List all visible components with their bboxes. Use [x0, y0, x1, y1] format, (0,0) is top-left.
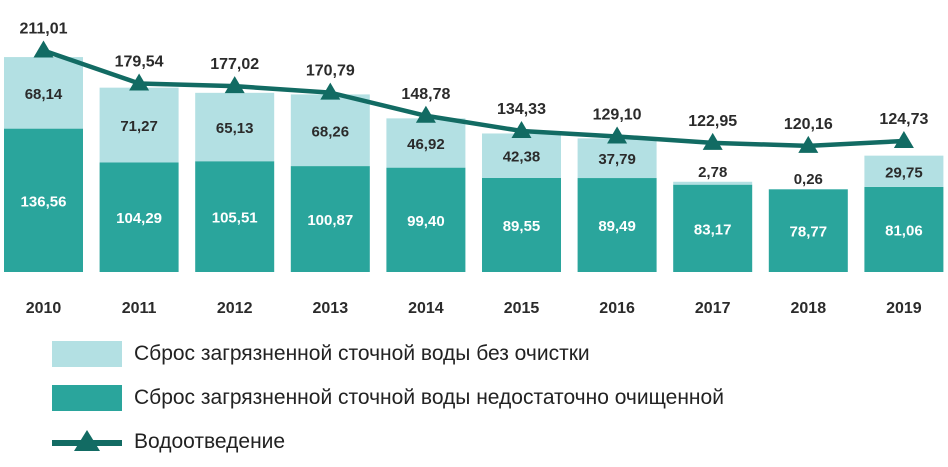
- total-point-2018: [798, 135, 819, 153]
- label-insufficient-2016: 89,49: [598, 218, 636, 235]
- bar-untreated-2016: [577, 138, 657, 179]
- bar-insufficient-2017: [673, 184, 753, 272]
- label-insufficient-2019: 81,06: [885, 222, 923, 239]
- x-tick-2010: 2010: [26, 300, 62, 317]
- legend-item-total: Водоотведение: [52, 420, 724, 464]
- bar-insufficient-2013: [290, 166, 370, 272]
- label-total-2010: 211,01: [19, 20, 67, 37]
- x-tick-2016: 2016: [599, 300, 635, 317]
- total-point-2010: [33, 40, 54, 58]
- label-insufficient-2012: 105,51: [212, 210, 258, 227]
- stacked-bar-line-chart: 136,56 68,14 2010 104,29 71,27 2011 105,51 65,1…: [4, 20, 944, 317]
- total-point-2017: [702, 132, 723, 150]
- label-total-2012: 177,02: [210, 56, 259, 73]
- x-tick-2013: 2013: [313, 300, 349, 317]
- bar-insufficient-2015: [482, 177, 561, 272]
- label-untreated-2013: 68,26: [312, 123, 350, 140]
- label-untreated-2018: 0,26: [794, 171, 823, 188]
- legend: Сброс загрязненной сточной воды без очис…: [52, 332, 724, 464]
- label-untreated-2010: 68,14: [25, 86, 63, 103]
- label-insufficient-2013: 100,87: [307, 212, 353, 229]
- label-untreated-2019: 29,75: [885, 164, 923, 181]
- label-untreated-2017: 2,78: [698, 164, 727, 181]
- x-tick-2017: 2017: [695, 300, 731, 317]
- x-tick-2011: 2011: [122, 300, 157, 317]
- label-total-2015: 134,33: [497, 101, 546, 118]
- label-insufficient-2014: 99,40: [407, 213, 445, 230]
- bar-insufficient-2014: [386, 167, 466, 272]
- bar-insufficient-2012: [195, 161, 275, 272]
- total-point-2019: [893, 131, 914, 149]
- bar-insufficient-2011: [99, 162, 179, 272]
- x-tick-2012: 2012: [217, 300, 253, 317]
- total-point-2015: [511, 120, 532, 138]
- legend-label-untreated: Сброс загрязненной сточной воды без очис…: [134, 342, 590, 365]
- legend-swatch-insufficient: [52, 385, 122, 411]
- label-total-2013: 170,79: [306, 63, 355, 80]
- label-untreated-2011: 71,27: [120, 118, 158, 135]
- label-insufficient-2018: 78,77: [790, 224, 828, 241]
- bar-insufficient-2016: [577, 178, 657, 272]
- total-point-2016: [607, 126, 628, 144]
- bar-untreated-2019: [864, 155, 944, 187]
- bar-untreated-2011: [99, 87, 179, 163]
- legend-item-untreated: Сброс загрязненной сточной воды без очис…: [52, 332, 724, 376]
- label-total-2016: 129,10: [593, 106, 642, 123]
- bar-untreated-2017: [673, 181, 753, 185]
- bar-untreated-2013: [290, 94, 370, 167]
- legend-label-insufficient: Сброс загрязненной сточной воды недостат…: [134, 386, 724, 409]
- bar-insufficient-2019: [864, 186, 944, 272]
- bar-untreated-2014: [386, 118, 466, 168]
- label-insufficient-2015: 89,55: [503, 218, 541, 235]
- bar-insufficient-2010: [4, 128, 83, 272]
- total-point-2012: [224, 76, 245, 94]
- label-insufficient-2017: 83,17: [694, 221, 732, 238]
- label-total-2014: 148,78: [401, 86, 450, 103]
- legend-item-insufficient: Сброс загрязненной сточной воды недостат…: [52, 376, 724, 420]
- bar-untreated-2012: [195, 92, 275, 162]
- label-insufficient-2010: 136,56: [21, 193, 67, 210]
- label-insufficient-2011: 104,29: [116, 210, 162, 227]
- legend-swatch-untreated: [52, 341, 122, 367]
- total-point-2014: [415, 105, 436, 123]
- label-untreated-2015: 42,38: [503, 149, 541, 166]
- x-tick-2015: 2015: [504, 300, 540, 317]
- x-tick-2018: 2018: [791, 300, 827, 317]
- label-total-2018: 120,16: [784, 116, 833, 133]
- total-point-2013: [320, 82, 341, 100]
- bar-untreated-2015: [482, 133, 561, 178]
- bar-untreated-2010: [4, 57, 83, 129]
- x-tick-2014: 2014: [408, 300, 444, 317]
- legend-label-total: Водоотведение: [134, 430, 286, 453]
- label-untreated-2014: 46,92: [407, 136, 445, 153]
- label-total-2017: 122,95: [688, 113, 737, 130]
- x-tick-2019: 2019: [886, 300, 922, 317]
- total-line: [42, 48, 905, 149]
- label-untreated-2016: 37,79: [598, 151, 636, 168]
- label-total-2019: 124,73: [879, 111, 928, 128]
- total-point-2011: [129, 73, 150, 91]
- bar-insufficient-2018: [768, 189, 848, 272]
- label-untreated-2012: 65,13: [216, 120, 254, 137]
- legend-line-marker-icon: [52, 430, 122, 451]
- label-total-2011: 179,54: [115, 53, 164, 70]
